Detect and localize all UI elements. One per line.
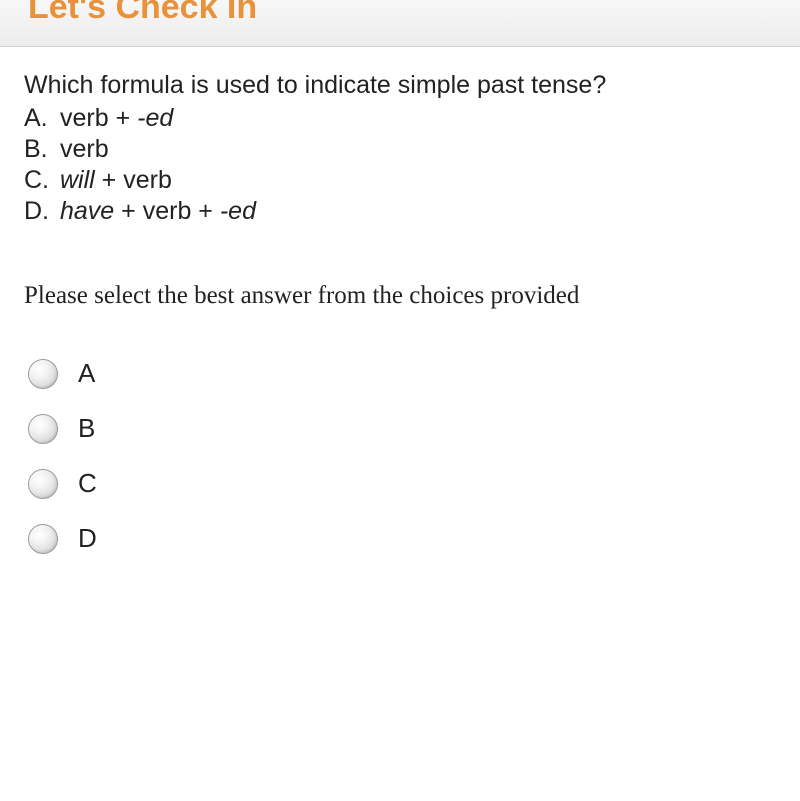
option-letter: C. bbox=[24, 166, 60, 195]
radio-icon[interactable] bbox=[28, 414, 58, 444]
option-text: verb bbox=[60, 135, 109, 163]
header: Let's Check In bbox=[0, 0, 800, 47]
radio-icon[interactable] bbox=[28, 469, 58, 499]
choice-d[interactable]: D bbox=[28, 523, 776, 554]
option-letter: B. bbox=[24, 135, 60, 164]
radio-icon[interactable] bbox=[28, 359, 58, 389]
option-a: A.verb + -ed bbox=[24, 104, 776, 133]
choice-b[interactable]: B bbox=[28, 413, 776, 444]
option-text: verb + -ed bbox=[60, 104, 173, 132]
choice-label: D bbox=[78, 523, 97, 554]
choice-label: A bbox=[78, 358, 95, 389]
option-letter: D. bbox=[24, 197, 60, 226]
choice-c[interactable]: C bbox=[28, 468, 776, 499]
question-prompt: Which formula is used to indicate simple… bbox=[24, 71, 776, 100]
content-area: Which formula is used to indicate simple… bbox=[0, 47, 800, 554]
option-letter: A. bbox=[24, 104, 60, 133]
choice-a[interactable]: A bbox=[28, 358, 776, 389]
radio-icon[interactable] bbox=[28, 524, 58, 554]
option-c: C.will + verb bbox=[24, 166, 776, 195]
page-title: Let's Check In bbox=[28, 0, 800, 24]
option-text: have + verb + -ed bbox=[60, 197, 256, 225]
instruction-text: Please select the best answer from the c… bbox=[24, 282, 776, 310]
choice-label: B bbox=[78, 413, 95, 444]
answer-choices: A B C D bbox=[24, 358, 776, 554]
option-d: D.have + verb + -ed bbox=[24, 197, 776, 226]
option-b: B.verb bbox=[24, 135, 776, 164]
option-text: will + verb bbox=[60, 166, 172, 194]
choice-label: C bbox=[78, 468, 97, 499]
